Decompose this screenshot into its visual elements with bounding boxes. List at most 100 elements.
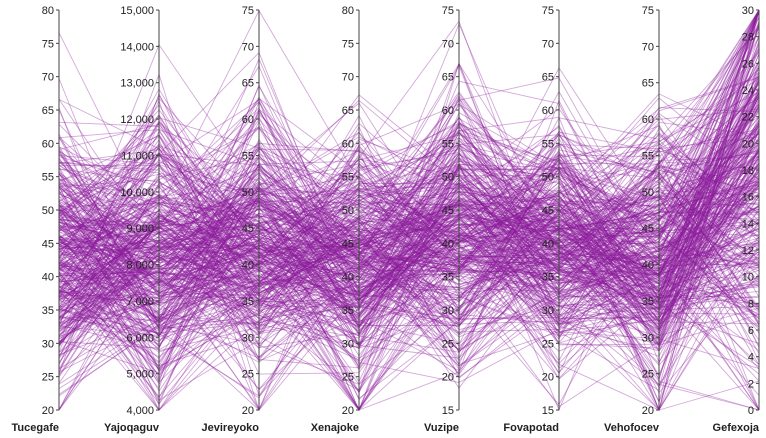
record-line	[58, 59, 760, 412]
record-line	[58, 245, 760, 362]
tick-label: 28	[742, 32, 754, 44]
record-line	[58, 147, 760, 316]
tick-label: 70	[642, 41, 654, 53]
record-line	[58, 176, 760, 344]
record-line	[58, 95, 760, 359]
record-line	[58, 147, 760, 397]
record-line	[58, 93, 760, 262]
record-line	[58, 36, 760, 391]
record-line	[58, 9, 760, 304]
record-line	[58, 76, 760, 411]
record-line	[58, 129, 760, 412]
record-line	[58, 153, 760, 411]
tick-label: 30	[742, 5, 754, 17]
record-line	[58, 139, 760, 382]
record-line	[58, 117, 760, 297]
axis-fovapotad: 15 20 25 30 35 40 45 50 55 60 65 70 75 Fovapotad	[503, 5, 560, 434]
record-line	[58, 222, 760, 289]
record-line	[58, 189, 760, 337]
tick-label: 50	[342, 205, 354, 217]
record-line	[58, 109, 760, 258]
record-line	[58, 127, 760, 320]
record-line	[58, 129, 760, 359]
record-line	[58, 128, 760, 362]
record-line	[58, 120, 760, 334]
record-line	[58, 150, 760, 387]
axis-label: Gefexoja	[713, 422, 760, 434]
record-line	[58, 237, 760, 373]
record-line	[58, 9, 760, 412]
tick-label: 24	[742, 85, 754, 97]
tick-label: 75	[642, 5, 654, 17]
record-line	[58, 9, 760, 331]
record-line	[58, 187, 760, 411]
tick-label: 70	[542, 38, 554, 50]
record-line	[58, 132, 760, 329]
record-line	[58, 82, 760, 317]
record-line	[58, 182, 760, 370]
record-line	[58, 72, 760, 333]
tick-label: 10	[742, 272, 754, 284]
tick-label: 80	[342, 5, 354, 17]
record-line	[58, 114, 760, 328]
tick-label: 65	[642, 78, 654, 90]
tick-label: 45	[642, 223, 654, 235]
record-line	[58, 225, 760, 300]
record-line	[58, 93, 760, 301]
record-line	[58, 61, 760, 394]
axis-label: Fovapotad	[503, 422, 559, 434]
tick-label: 65	[42, 105, 54, 117]
record-line	[58, 163, 760, 347]
record-line	[58, 46, 760, 385]
tick-label: 40	[642, 260, 654, 272]
record-line	[58, 164, 760, 301]
record-lines	[58, 9, 760, 412]
record-line	[58, 9, 760, 322]
record-line	[58, 184, 760, 411]
record-line	[58, 127, 760, 316]
record-line	[58, 74, 760, 358]
axis-tucegafe: 20 25 30 35 40 45 50 55 60 65 70 75 80 Tucegafe	[12, 5, 60, 434]
record-line	[58, 209, 760, 391]
record-line	[58, 91, 760, 332]
record-line	[58, 95, 760, 306]
record-line	[58, 97, 760, 327]
record-line	[58, 147, 760, 369]
record-line	[58, 9, 760, 353]
record-line	[58, 213, 760, 298]
record-line	[58, 122, 760, 369]
record-line	[58, 31, 760, 289]
record-line	[58, 193, 760, 371]
tick-label: 35	[442, 272, 454, 284]
record-line	[58, 78, 760, 330]
tick-label: 25	[42, 372, 54, 384]
record-line	[58, 162, 760, 412]
record-line	[58, 88, 760, 310]
record-line	[58, 164, 760, 345]
tick-label: 50	[542, 172, 554, 184]
record-line	[58, 141, 760, 348]
record-line	[58, 115, 760, 328]
record-line	[58, 131, 760, 365]
record-line	[58, 125, 760, 275]
record-line	[58, 134, 760, 278]
record-line	[58, 151, 760, 350]
record-line	[58, 9, 760, 376]
record-line	[58, 9, 760, 330]
tick-label: 50	[242, 187, 254, 199]
record-line	[58, 157, 760, 310]
record-line	[58, 190, 760, 329]
record-line	[58, 131, 760, 384]
tick-label: 50	[442, 172, 454, 184]
record-line	[58, 83, 760, 395]
record-line	[58, 71, 760, 370]
record-line	[58, 154, 760, 337]
record-line	[58, 208, 760, 327]
record-line	[58, 184, 760, 410]
tick-label: 25	[542, 338, 554, 350]
record-line	[58, 114, 760, 315]
record-line	[58, 9, 760, 412]
record-line	[58, 9, 760, 411]
record-line	[58, 239, 760, 300]
record-line	[58, 119, 760, 344]
